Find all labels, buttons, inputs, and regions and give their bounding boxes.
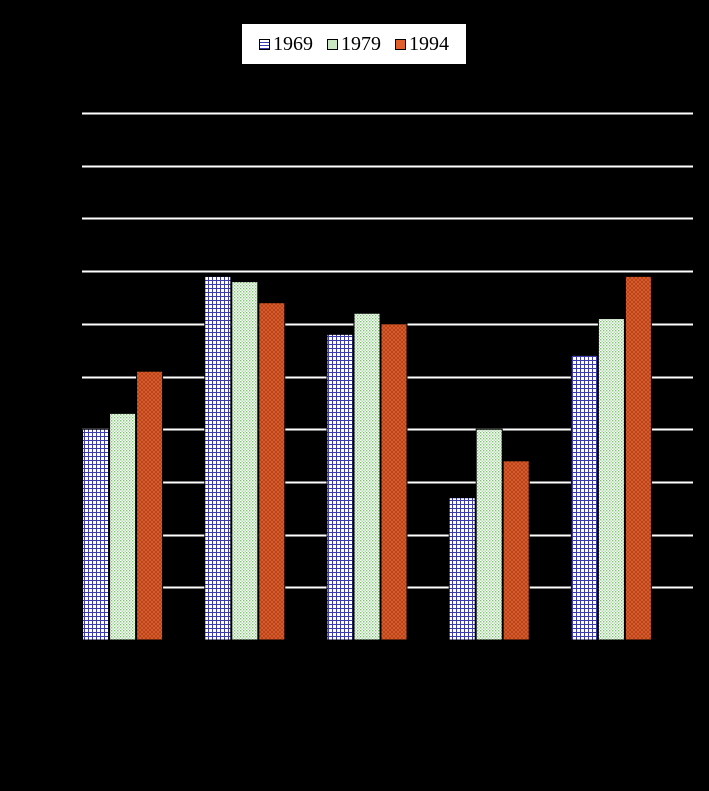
bar-1994-group-2: [258, 302, 286, 641]
bar-1969-group-4: [448, 497, 476, 641]
bar-1979-group-4: [475, 428, 503, 641]
legend: 1969 1979 1994: [242, 24, 466, 64]
bar-1994-group-3: [380, 323, 408, 641]
legend-label-1969: 1969: [273, 32, 313, 55]
legend-item-1994: 1994: [395, 33, 449, 56]
bar-1994-group-1: [136, 370, 164, 641]
legend-item-1969: 1969: [259, 33, 313, 56]
legend-item-1979: 1979: [327, 33, 381, 56]
legend-swatch-1979: [327, 38, 338, 50]
bar-1969-group-5: [570, 354, 598, 641]
bar-1979-group-1: [109, 412, 137, 641]
bar-1994-group-4: [502, 460, 530, 641]
legend-swatch-1969: [259, 38, 270, 50]
legend-swatch-1994: [395, 38, 406, 50]
bar-1969-group-1: [82, 428, 110, 641]
bars: [82, 275, 652, 641]
legend-label-1994: 1994: [409, 32, 449, 55]
bar-1969-group-3: [326, 333, 354, 641]
bar-1979-group-2: [231, 281, 259, 641]
bar-1994-group-5: [624, 275, 652, 641]
legend-label-1979: 1979: [341, 32, 381, 55]
bar-1979-group-5: [597, 318, 625, 641]
bar-1979-group-3: [353, 312, 381, 641]
bar-1969-group-2: [204, 275, 232, 641]
